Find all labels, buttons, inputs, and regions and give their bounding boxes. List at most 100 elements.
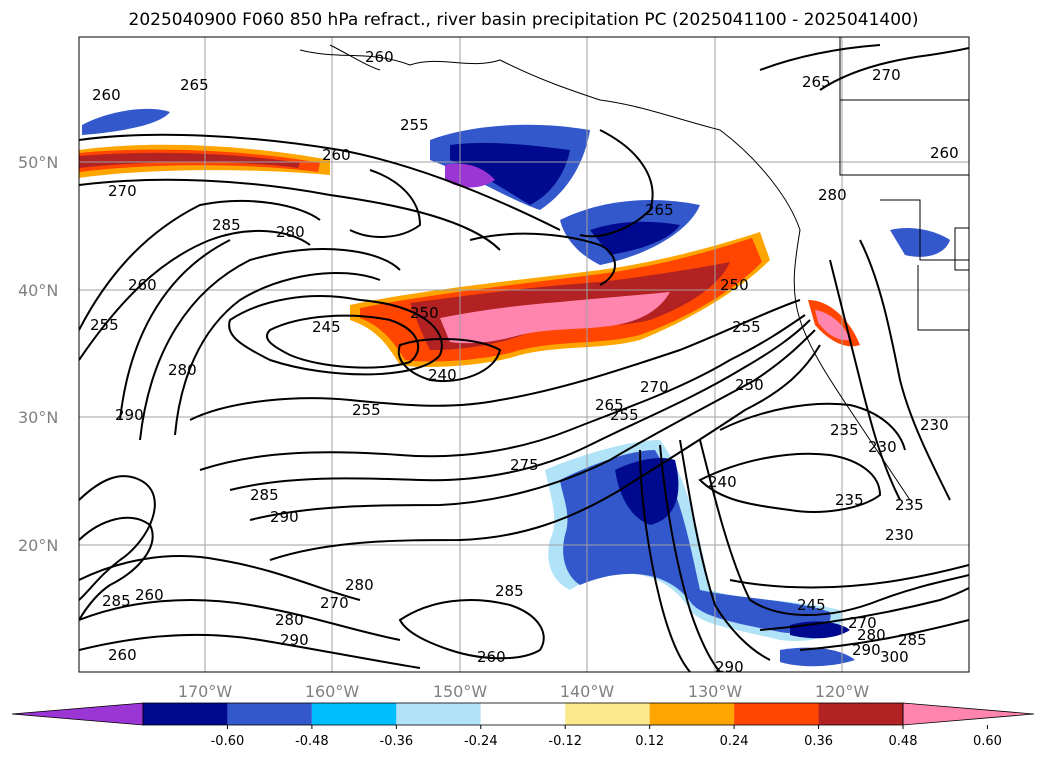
colorbar-tick-label: 0.24 (720, 734, 749, 749)
contour-label: 240 (708, 473, 737, 491)
contour-label: 260 (92, 86, 121, 104)
contour-label: 270 (108, 182, 137, 200)
precip-shading (79, 108, 950, 667)
colorbar-segment (649, 703, 735, 725)
contour-label: 255 (610, 406, 639, 424)
contour-label: 300 (880, 648, 909, 666)
colorbar-tick-label: -0.48 (295, 734, 329, 749)
colorbar-tick-label: -0.12 (548, 734, 582, 749)
shade-pink-band (440, 292, 670, 344)
contour-label: 280 (276, 223, 305, 241)
contour-label: 255 (400, 116, 429, 134)
contour-label: 250 (735, 376, 764, 394)
contour-label: 290 (852, 641, 881, 659)
shade-navy-mid (590, 221, 680, 255)
contour-label: 285 (102, 592, 131, 610)
contour-label: 265 (645, 201, 674, 219)
contour-label: 250 (410, 304, 439, 322)
contour-label: 280 (275, 611, 304, 629)
lon-label: 140°W (560, 682, 615, 701)
contour-label: 235 (835, 491, 864, 509)
colorbar-tick-label: 0.60 (973, 734, 1002, 749)
lon-label: 120°W (815, 682, 870, 701)
contour-label: 260 (930, 144, 959, 162)
colorbar-segment (227, 703, 312, 725)
colorbar-segment (480, 703, 566, 725)
contour-label: 260 (477, 648, 506, 666)
contour-label: 290 (270, 508, 299, 526)
map-frame (78, 36, 970, 673)
contour-label: 265 (802, 73, 831, 91)
contour-label: 280 (345, 576, 374, 594)
map-content: 260 265 260 255 260 270 265 270 260 265 … (79, 37, 969, 676)
contour-label: 260 (135, 586, 164, 604)
colorbar-segment (565, 703, 650, 725)
chart-title: 2025040900 F060 850 hPa refract., river … (128, 10, 919, 30)
contour-label: 230 (885, 526, 914, 544)
contour-label: 270 (320, 594, 349, 612)
contour-label: 265 (595, 396, 624, 414)
contour-label: 235 (895, 496, 924, 514)
colorbar-tick-label: -0.60 (211, 734, 245, 749)
contour-label: 245 (797, 596, 826, 614)
contour-label: 280 (168, 361, 197, 379)
contour-label: 290 (715, 658, 744, 676)
contour-label: 260 (322, 146, 351, 164)
contour-label: 285 (898, 631, 927, 649)
shade-blue-nw (82, 108, 170, 135)
contour-label: 270 (848, 614, 877, 632)
lon-label: 160°W (305, 682, 360, 701)
lon-label: 130°W (688, 682, 743, 701)
contour-label: 255 (90, 316, 119, 334)
colorbar-segment (143, 703, 228, 725)
contour-label: 245 (312, 318, 341, 336)
lat-label: 20°N (18, 536, 58, 555)
longitude-labels: 170°W 160°W 150°W 140°W 130°W 120°W (178, 682, 870, 701)
lon-label: 150°W (433, 682, 488, 701)
colorbar-tick-label: -0.36 (380, 734, 414, 749)
contour-label: 260 (365, 48, 394, 66)
refractivity-contours (79, 44, 969, 672)
contour-label: 285 (495, 582, 524, 600)
contour-label: 265 (180, 76, 209, 94)
colorbar-segment (396, 703, 481, 725)
shade-purple-gulf (445, 163, 495, 188)
contour-label: 275 (510, 456, 539, 474)
colorbar: -0.60 -0.48 -0.36 -0.24 -0.12 0.12 0.24 0.36 0.4… (11, 702, 1035, 749)
contour-label: 235 (830, 421, 859, 439)
contour-label: 285 (212, 216, 241, 234)
contour-label: 250 (720, 276, 749, 294)
contour-label: 285 (250, 486, 279, 504)
contour-label: 255 (732, 318, 761, 336)
colorbar-segment (311, 703, 397, 725)
contour-label: 280 (857, 626, 886, 644)
latitude-labels: 50°N 40°N 30°N 20°N (18, 153, 58, 555)
contour-label: 260 (128, 276, 157, 294)
contour-label: 290 (280, 631, 309, 649)
contour-label: 290 (115, 406, 144, 424)
contour-label: 270 (872, 66, 901, 84)
lat-label: 30°N (18, 408, 58, 427)
colorbar-frame (142, 702, 904, 726)
lon-label: 170°W (178, 682, 233, 701)
colorbar-extension-low (11, 702, 144, 726)
colorbar-tick-label: -0.24 (464, 734, 498, 749)
contour-label: 240 (428, 366, 457, 384)
shade-pink-coast (815, 310, 850, 341)
shade-blue-sw (780, 647, 855, 667)
lat-label: 50°N (18, 153, 58, 172)
contour-label: 270 (640, 378, 669, 396)
graticule (79, 37, 969, 672)
colorbar-segment (818, 703, 903, 725)
shade-darkred-nw (79, 152, 300, 168)
colorbar-tick-label: 0.36 (804, 734, 833, 749)
colorbar-tick-label: 0.12 (635, 734, 664, 749)
lat-label: 40°N (18, 281, 58, 300)
colorbar-extension-high (902, 702, 1035, 726)
shade-navy-gulf (450, 142, 570, 205)
colorbar-segment (734, 703, 819, 725)
contour-label: 280 (818, 186, 847, 204)
contour-labels: 260 265 260 255 260 270 265 270 260 265 … (90, 48, 959, 676)
contour-label: 230 (920, 416, 949, 434)
